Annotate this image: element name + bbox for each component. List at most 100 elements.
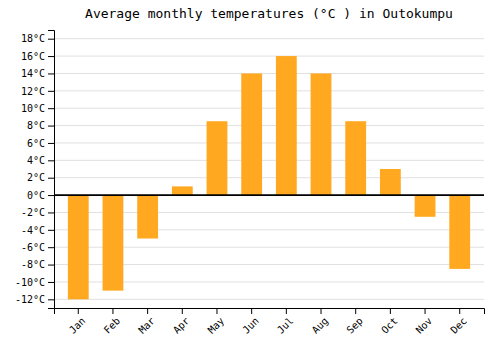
chart: -12°C -10°C -8°C -6°C -4°C -2°C 0°C 2°C 4°C 6°C 8°… — [0, 0, 500, 350]
bars — [68, 56, 470, 299]
grid-line — [54, 56, 484, 57]
y-tick-mark — [48, 299, 54, 300]
bar — [207, 121, 228, 195]
y-tick-label: 6°C — [27, 138, 45, 149]
x-tick-mark — [459, 308, 460, 314]
x-tick: Mar — [136, 308, 157, 336]
x-tick: May — [206, 308, 227, 336]
grid-line — [54, 90, 484, 91]
y-tick-mark — [48, 126, 54, 127]
y-tick-label: -10°C — [15, 277, 45, 288]
x-tick-label: Jun — [240, 315, 261, 336]
y-tick-mark — [48, 56, 54, 57]
x-tick: Oct — [379, 308, 400, 336]
y-tick: 4°C — [27, 155, 54, 166]
x-tick-label: Aug — [310, 315, 331, 336]
x-tick: Dec — [448, 308, 469, 336]
title: Average monthly temperatures (°C ) in Ou… — [85, 6, 453, 21]
x-tick-label: Nov — [414, 315, 435, 336]
y-tick: 14°C — [21, 68, 54, 79]
x-tick: Nov — [414, 308, 435, 336]
x-tick-label: Oct — [379, 315, 400, 336]
y-tick: -6°C — [21, 242, 54, 253]
y-tick-mark — [48, 282, 54, 283]
y-tick-mark — [48, 212, 54, 213]
grid-line — [54, 299, 484, 300]
y-tick-label: 14°C — [21, 68, 45, 79]
y-tick: 8°C — [27, 120, 54, 131]
grid-line — [54, 38, 484, 39]
bar — [172, 186, 193, 195]
y-tick-mark — [48, 230, 54, 231]
grid-line — [54, 125, 484, 126]
y-tick-label: 0°C — [27, 190, 45, 201]
x-axis-line — [55, 309, 485, 315]
y-tick: 12°C — [21, 86, 54, 97]
grid — [54, 39, 484, 300]
y-tick: 0°C — [27, 190, 54, 201]
bar — [276, 56, 297, 195]
x-tick-mark — [78, 308, 79, 314]
x-tick-mark — [355, 308, 356, 314]
y-tick: -4°C — [21, 225, 54, 236]
x-tick-mark — [251, 308, 252, 314]
y-tick: 16°C — [21, 51, 54, 62]
bar — [241, 73, 262, 195]
bar — [415, 195, 436, 217]
y-tick-label: -2°C — [21, 207, 45, 218]
bar — [380, 169, 401, 195]
y-tick-label: 2°C — [27, 172, 45, 183]
y-tick-label: 4°C — [27, 155, 45, 166]
x-tick: Jun — [240, 308, 261, 336]
y-tick-mark — [48, 265, 54, 266]
bar — [311, 73, 332, 195]
y-tick: -8°C — [21, 259, 54, 270]
y-tick-mark — [48, 143, 54, 144]
x-tick: Apr — [171, 308, 192, 336]
x-tick-label: Jul — [275, 315, 296, 336]
grid-line — [54, 108, 484, 109]
y-tick-mark — [48, 247, 54, 248]
plot: -12°C -10°C -8°C -6°C -4°C -2°C 0°C 2°C 4°C 6°C 8°… — [15, 31, 485, 336]
x-tick-mark — [112, 308, 113, 314]
grid-line — [54, 160, 484, 161]
bar — [68, 195, 89, 299]
y-tick-mark — [48, 160, 54, 161]
x-tick-label: May — [206, 315, 227, 336]
y-tick-label: 8°C — [27, 120, 45, 131]
y-tick: 2°C — [27, 172, 54, 183]
x-tick-label: Feb — [102, 315, 123, 336]
grid-line — [54, 177, 484, 178]
x-tick: Sep — [344, 308, 365, 336]
x-tick-label: Apr — [171, 315, 192, 336]
y-axis-line — [48, 31, 55, 309]
x-tick-label: Mar — [136, 315, 157, 336]
y-tick-mark — [48, 108, 54, 109]
y-tick: -10°C — [15, 277, 54, 288]
y-tick-label: 10°C — [21, 103, 45, 114]
x-tick-label: Jan — [67, 315, 88, 336]
y-tick-mark — [48, 178, 54, 179]
y-tick: 10°C — [21, 103, 54, 114]
bar — [449, 195, 470, 269]
bar — [345, 121, 366, 195]
y-tick-label: 18°C — [21, 33, 45, 44]
y-tick-mark — [48, 91, 54, 92]
y-axis: -12°C -10°C -8°C -6°C -4°C -2°C 0°C 2°C 4°C 6°C 8°… — [15, 31, 55, 309]
y-tick-label: 16°C — [21, 51, 45, 62]
bar — [137, 195, 158, 238]
y-tick-mark — [48, 73, 54, 74]
x-tick-mark — [147, 308, 148, 314]
x-tick-mark — [182, 308, 183, 314]
x-tick-mark — [286, 308, 287, 314]
x-tick: Aug — [310, 308, 331, 336]
zero-line — [54, 194, 484, 196]
x-tick-label: Sep — [344, 315, 365, 336]
bar — [103, 195, 124, 291]
y-tick-label: -12°C — [15, 294, 45, 305]
y-tick-label: -6°C — [21, 242, 45, 253]
grid-line — [54, 73, 484, 74]
y-tick: -12°C — [15, 294, 54, 305]
x-tick: Jan — [67, 308, 88, 336]
y-tick: -2°C — [21, 207, 54, 218]
